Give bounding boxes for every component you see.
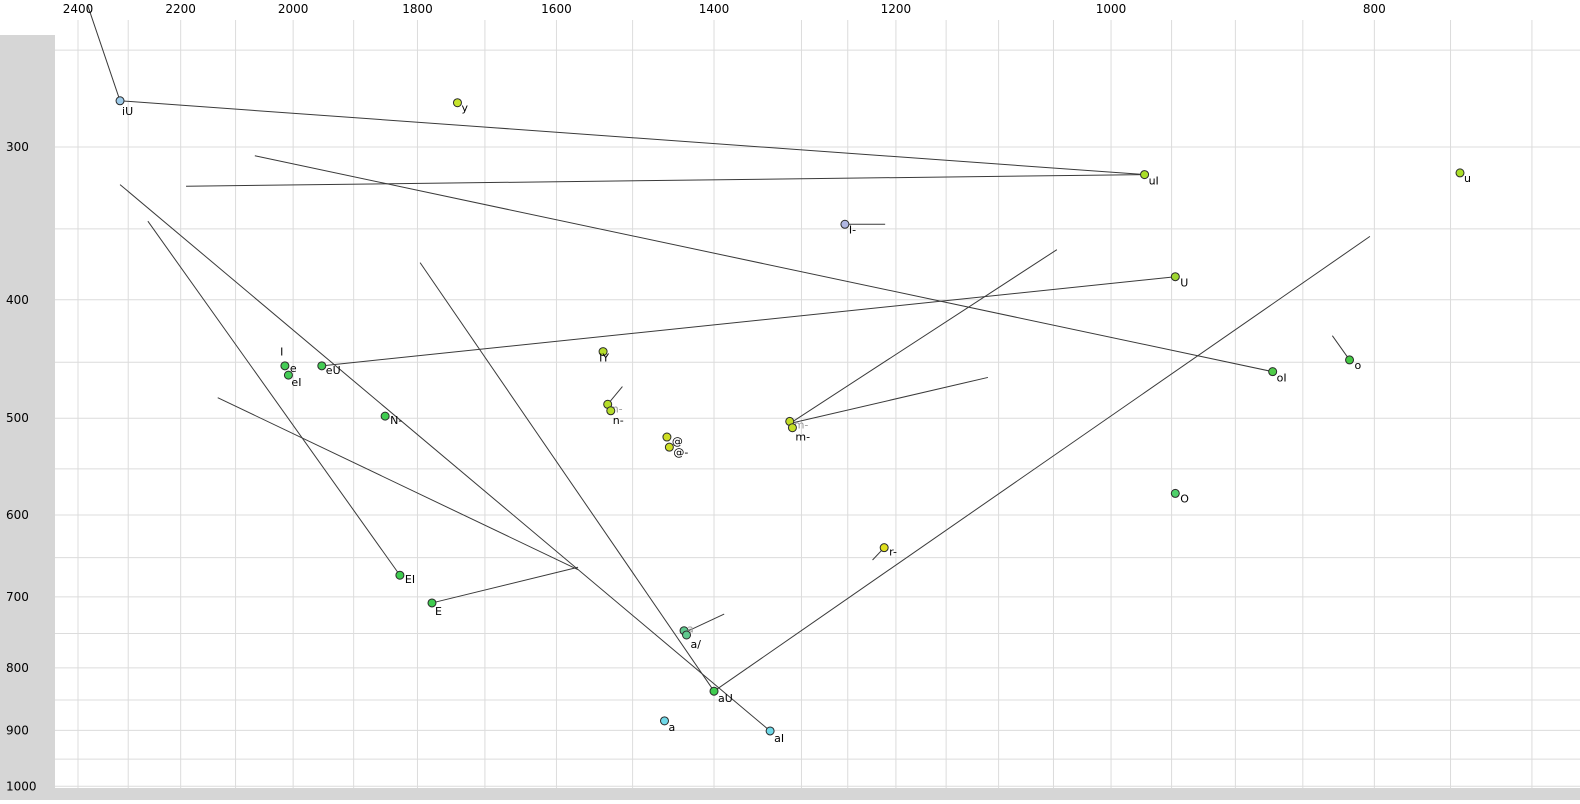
- vowel-point-oI: [1268, 367, 1278, 377]
- vowel-label-E: E: [435, 605, 442, 618]
- y-axis-tick-label: 400: [6, 293, 29, 307]
- trajectory-line-uI-glide: [186, 174, 1145, 187]
- trajectory-line-E-glide: [431, 566, 579, 604]
- vowel-label-EI: EI: [405, 573, 415, 586]
- vowel-label-n-: n-: [613, 414, 624, 427]
- vowel-label-n-: n-: [612, 402, 623, 415]
- x-axis-tick-label: 1800: [402, 2, 433, 16]
- vowel-label-iU: iU: [122, 105, 133, 118]
- vowel-point-N-: [380, 411, 390, 421]
- vowel-point-m-: [787, 423, 797, 433]
- vowel-point-a: [659, 716, 669, 726]
- vowel-label-u: u: [1464, 172, 1471, 185]
- bottom-margin: [0, 788, 1580, 800]
- vowel-point-eU: [317, 361, 327, 371]
- vowel-point-E: [427, 598, 437, 608]
- trajectory-line-aU-glide: [713, 235, 1371, 692]
- vowel-label-eI: eI: [291, 376, 301, 389]
- vowel-label-y: y: [461, 102, 468, 115]
- trajectory-line-iU-glide: [120, 100, 1145, 176]
- vowel-label-e: e: [290, 362, 297, 375]
- vowel-point-n-: [606, 406, 616, 416]
- trajectory-line-mid-left-line: [217, 397, 579, 571]
- vowel-label-eU: eU: [326, 364, 341, 377]
- vowel-point-y: [452, 98, 462, 108]
- y-axis-tick-label: 500: [6, 411, 29, 425]
- x-axis-tick-label: 800: [1363, 2, 1386, 16]
- vowel-point-@: [662, 432, 672, 442]
- vowel-label-I-: I-: [849, 223, 856, 236]
- trajectory-line-into-aU: [419, 262, 715, 692]
- vowel-point-iU: [115, 96, 125, 106]
- y-axis-tick-label: 700: [6, 590, 29, 604]
- y-axis-tick-label: 800: [6, 661, 29, 675]
- vowel-label-@-: @-: [673, 446, 688, 459]
- vowel-label-N-: N-: [390, 414, 402, 427]
- trajectory-line-oI-glide: [254, 155, 1273, 373]
- vowel-label-a: a: [668, 721, 675, 734]
- y-axis-tick-label: 600: [6, 508, 29, 522]
- y-axis-tick-label: 900: [6, 723, 29, 737]
- trajectory-line-EI-glide: [147, 220, 401, 576]
- vowel-label-uI: uI: [1149, 175, 1159, 188]
- vowel-label-aI: aI: [774, 732, 784, 745]
- vowel-point-EI: [395, 570, 405, 580]
- trajectory-line-m-line-short: [789, 376, 989, 425]
- vowel-label-r-: r-: [889, 546, 897, 559]
- x-axis-tick-label: 1200: [881, 2, 912, 16]
- x-axis-tick-label: 1400: [699, 2, 730, 16]
- vowel-point-aI: [765, 726, 775, 736]
- vowel-point-IY: [598, 347, 608, 357]
- vowel-label-oI: oI: [1277, 372, 1287, 385]
- x-axis-tick-label: 1000: [1096, 2, 1127, 16]
- vowel-point-@-: [664, 442, 674, 452]
- vowel-point-r-: [879, 543, 889, 553]
- vowel-label-o: o: [1355, 359, 1362, 372]
- vowel-point-e: [280, 361, 290, 371]
- vowel-label-U: U: [1180, 277, 1188, 290]
- trajectory-line-into-iU: [87, 5, 121, 101]
- x-axis-tick-label: 2400: [63, 2, 94, 16]
- vowel-point-U: [1170, 272, 1180, 282]
- trajectory-line-a-slash-tail: [683, 613, 725, 634]
- vowel-label-a: a: [687, 623, 694, 636]
- vowel-label-aU: aU: [718, 692, 733, 705]
- vowel-point-I-: [840, 219, 850, 229]
- vowel-label-IY: IY: [599, 352, 609, 365]
- vowel-label-a/: a/: [691, 638, 702, 651]
- trajectory-line-eU-glide: [321, 276, 1176, 367]
- vowel-point-u: [1455, 168, 1465, 178]
- trajectory-line-into-o: [1331, 335, 1350, 361]
- vowel-point-o: [1345, 355, 1355, 365]
- x-axis-tick-label: 1600: [541, 2, 572, 16]
- y-axis-tick-label: 300: [6, 140, 29, 154]
- x-axis-tick-label: 2000: [278, 2, 309, 16]
- vowel-point-eI: [283, 370, 293, 380]
- vowel-label-O: O: [1180, 492, 1189, 505]
- x-axis-tick-label: 2200: [165, 2, 196, 16]
- vowel-label-@: @: [672, 435, 683, 448]
- vowel-point-aU: [709, 686, 719, 696]
- vowel-point-O: [1170, 488, 1180, 498]
- y-axis-tick-label: 1000: [6, 779, 37, 793]
- vowel-label-m-: m-: [795, 431, 810, 444]
- vowel-label-I: I: [280, 346, 283, 359]
- trajectory-line-aI-glide: [119, 184, 771, 732]
- trajectory-line-m-line-long: [789, 249, 1058, 424]
- vowel-point-uI: [1140, 170, 1150, 180]
- vowel-point-a/: [682, 630, 692, 640]
- left-margin: [0, 35, 55, 788]
- vowel-label-m-: m-: [794, 418, 809, 431]
